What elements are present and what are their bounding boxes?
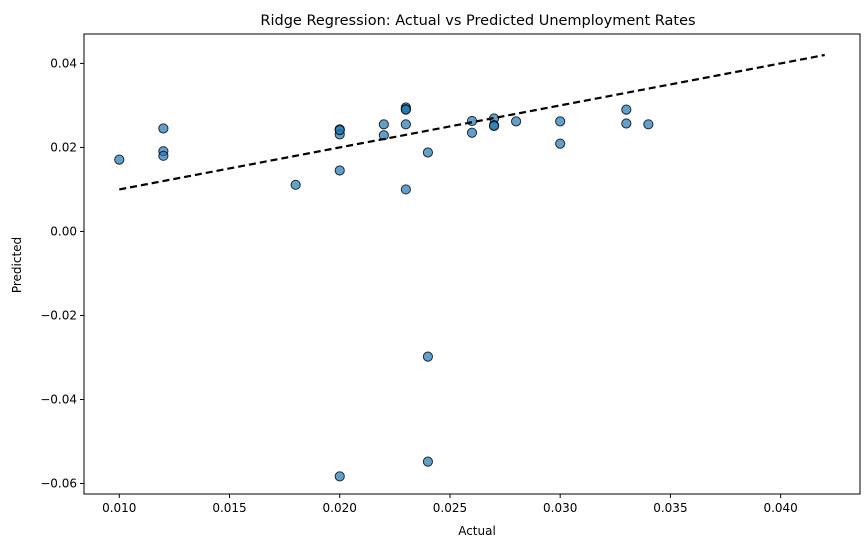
y-tick-label: −0.06 [40,476,77,490]
data-point [621,104,632,115]
plot-area [83,33,861,495]
y-axis: −0.06 −0.04 −0.02 0.00 0.02 0.04 [40,56,84,490]
x-tick-label: 0.010 [102,501,136,515]
x-axis-label: Actual [458,524,496,538]
data-point [158,123,169,134]
y-tick-label: −0.04 [40,392,77,406]
data-point [334,165,345,176]
data-point [555,138,566,149]
data-point [422,456,434,467]
data-point [400,104,411,115]
chart-title: Ridge Regression: Actual vs Predicted Un… [260,13,695,29]
y-axis-label: Predicted [10,237,24,293]
data-point [422,351,434,362]
data-point [400,119,411,130]
data-point [510,116,522,127]
x-tick-label: 0.035 [653,501,687,515]
data-point [334,471,345,482]
data-point [158,150,169,161]
y-tick-label: 0.04 [50,56,77,70]
reference-line [119,53,825,191]
x-tick-label: 0.025 [433,501,467,515]
x-tick-label: 0.030 [543,501,577,515]
x-tick-label: 0.040 [763,501,797,515]
data-point [378,119,389,130]
data-point [334,125,345,136]
data-point [643,119,654,130]
x-axis: 0.010 0.015 0.020 0.025 0.030 0.035 0.040 [102,494,798,515]
data-point [114,154,125,165]
data-point [290,179,301,190]
x-tick-label: 0.020 [323,501,357,515]
y-tick-label: 0.00 [50,224,77,238]
data-point [621,118,632,129]
y-tick-label: −0.02 [40,308,77,322]
data-point [400,184,411,195]
data-point [466,127,478,138]
y-tick-label: 0.02 [50,140,77,154]
data-point [488,120,500,132]
plot-frame [83,33,861,495]
data-point [466,115,478,127]
x-tick-label: 0.015 [212,501,246,515]
data-point [555,116,566,127]
data-point [422,147,434,158]
